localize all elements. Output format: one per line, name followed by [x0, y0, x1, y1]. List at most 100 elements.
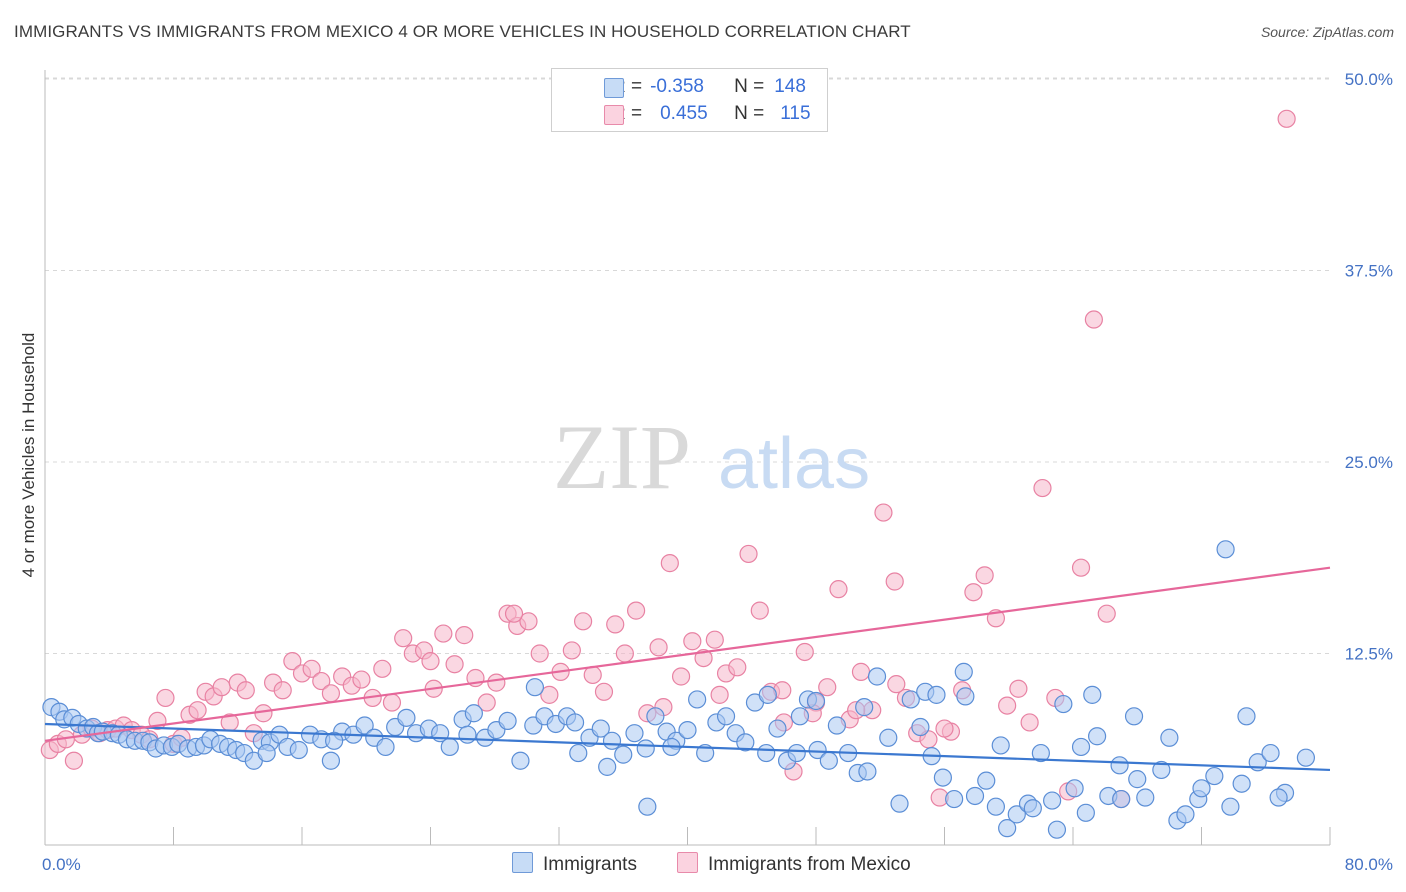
immigrants-point	[598, 757, 617, 776]
mexico-point	[487, 673, 506, 692]
legend-r-value: 0.455	[660, 103, 708, 124]
immigrants-point	[1124, 707, 1144, 726]
bottom-legend-swatch-pink	[677, 852, 698, 873]
mexico-point	[445, 655, 464, 674]
mexico-point	[477, 693, 496, 712]
immigrants-point	[321, 751, 341, 770]
x-tick-label: 80.0%	[1345, 855, 1393, 874]
immigrants-point	[1083, 685, 1102, 704]
mexico-point	[818, 678, 837, 697]
immigrants-point	[827, 716, 846, 735]
immigrants-point	[1176, 805, 1195, 824]
immigrants-point	[1160, 728, 1179, 747]
x-tick-labels: 0.0% 80.0%	[42, 855, 1393, 874]
mexico-point	[188, 701, 207, 720]
immigrants-point	[757, 743, 776, 763]
mexico-point	[750, 601, 769, 620]
y-tick-label: 50.0%	[1345, 70, 1393, 89]
mexico-point	[212, 678, 231, 697]
bottom-legend-label-immigrants: Immigrants	[543, 854, 637, 875]
mexico-trend-line	[44, 566, 1331, 742]
immigrants-point	[638, 797, 657, 816]
immigrants-point	[458, 725, 477, 744]
mexico-point	[671, 667, 691, 686]
mexico-point	[64, 751, 84, 770]
immigrants-point	[1071, 737, 1091, 757]
immigrants-point	[569, 743, 588, 763]
immigrants-point	[855, 698, 874, 717]
immigrants-point	[1128, 770, 1147, 789]
mexico-point	[594, 682, 614, 701]
immigrants-point	[1087, 727, 1107, 746]
immigrants-point	[678, 720, 697, 740]
watermark: ZIP atlas	[553, 406, 870, 508]
immigrants-point	[933, 768, 952, 787]
immigrants-point	[646, 707, 665, 726]
y-tick-label: 12.5%	[1345, 645, 1393, 664]
mexico-point	[705, 630, 724, 649]
mexico-point	[321, 684, 341, 703]
mexico-point	[1097, 604, 1116, 623]
immigrants-point	[768, 719, 787, 738]
immigrants-point	[901, 690, 920, 709]
mexico-point	[540, 685, 559, 704]
mexico-point	[851, 662, 871, 681]
immigrants-point	[1112, 789, 1131, 809]
immigrants-point	[636, 739, 655, 758]
mexico-point	[694, 648, 713, 668]
mexico-point	[382, 693, 402, 712]
immigrants-point	[1031, 743, 1050, 763]
immigrants-point	[1205, 766, 1224, 786]
mexico-point	[660, 554, 679, 573]
bottom-legend-label-mexico: Immigrants from Mexico	[708, 854, 911, 875]
watermark-zip: ZIP	[553, 406, 691, 508]
mexico-point	[530, 644, 549, 663]
immigrants-point	[325, 731, 344, 750]
immigrants-point	[1023, 799, 1042, 818]
mexico-point	[829, 580, 848, 599]
immigrants-point	[1065, 779, 1084, 798]
mexico-point	[434, 624, 453, 643]
watermark-atlas: atlas	[718, 424, 870, 504]
immigrants-point	[1269, 788, 1288, 807]
immigrants-point	[1076, 803, 1095, 822]
immigrants-point	[890, 794, 909, 813]
immigrants-point	[758, 685, 777, 704]
immigrants-point	[511, 751, 530, 770]
immigrants-point	[1054, 694, 1073, 714]
chart-title: IMMIGRANTS VS IMMIGRANTS FROM MEXICO 4 O…	[14, 22, 911, 41]
immigrants-point	[956, 687, 975, 706]
immigrants-point	[977, 771, 996, 790]
immigrants-point	[257, 743, 276, 763]
legend-row-immigrants: R = -0.358 N = 148	[580, 74, 806, 100]
mexico-point	[885, 572, 904, 591]
legend-swatch-immigrants	[604, 78, 624, 98]
immigrants-point	[1007, 805, 1026, 824]
grid-lines	[45, 77, 1330, 654]
immigrants-point	[998, 819, 1017, 838]
immigrants-point	[355, 716, 374, 735]
legend-n-label: N =	[734, 103, 765, 124]
immigrants-point	[716, 707, 736, 726]
immigrants-point	[440, 737, 459, 757]
immigrants-point	[945, 789, 964, 809]
mexico-point	[156, 688, 175, 708]
immigrants-point	[806, 691, 826, 711]
immigrants-point	[819, 751, 838, 770]
immigrants-point	[986, 797, 1006, 816]
mexico-point	[887, 675, 906, 694]
immigrants-point	[1047, 820, 1067, 839]
immigrants-point	[525, 678, 545, 697]
immigrants-trend-line	[44, 722, 1331, 772]
immigrants-point	[965, 786, 985, 806]
mexico-point	[626, 601, 646, 620]
immigrants-point	[1261, 743, 1280, 763]
mexico-point	[573, 612, 593, 631]
legend-n-value: 115	[780, 103, 811, 124]
immigrants-point	[614, 745, 633, 764]
immigrants-point	[625, 724, 644, 743]
mexico-point	[739, 544, 758, 564]
immigrants-point	[289, 740, 308, 760]
immigrants-point	[1232, 774, 1251, 793]
mexico-point	[562, 641, 581, 660]
